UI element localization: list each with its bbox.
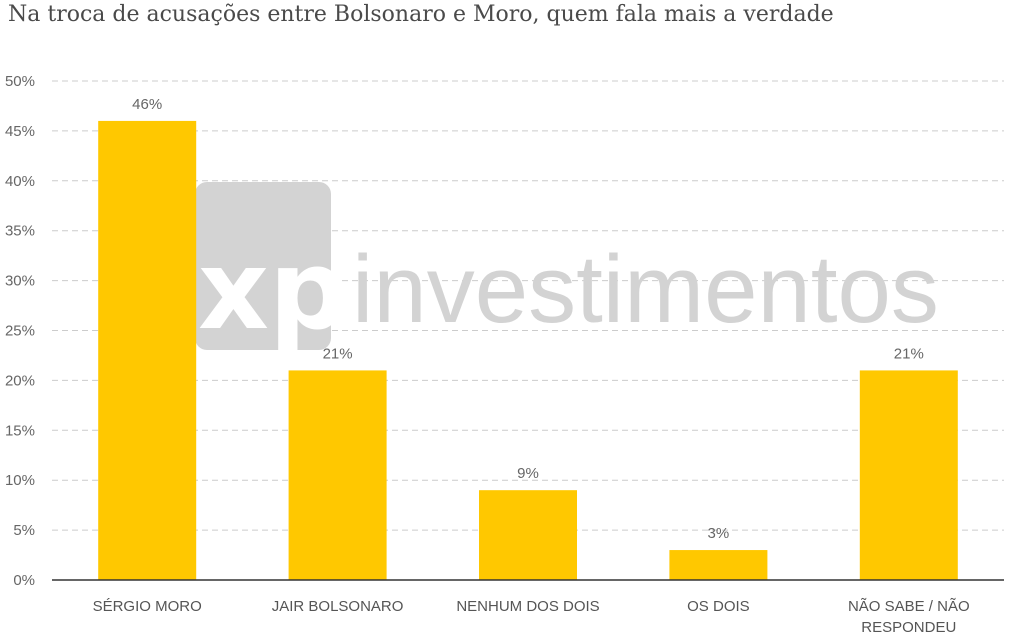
category-label: SÉRGIO MORO [93, 598, 202, 615]
y-tick-label: 35% [5, 223, 35, 240]
category-label: NENHUM DOS DOIS [456, 598, 599, 615]
y-tick-label: 30% [5, 273, 35, 290]
data-label: 21% [323, 345, 353, 362]
data-label: 46% [132, 96, 162, 113]
watermark-logo: xp investimentos [195, 182, 939, 354]
y-tick-label: 5% [13, 522, 35, 539]
category-label: JAIR BOLSONARO [272, 598, 404, 615]
y-tick-label: 10% [5, 472, 35, 489]
bar [98, 120, 197, 581]
y-tick-label: 40% [5, 173, 35, 190]
category-label: NÃO SABE / NÃO [848, 598, 970, 615]
watermark-logo-box [195, 182, 331, 350]
bar [288, 370, 387, 580]
watermark-mark: xp [198, 226, 348, 354]
y-tick-label: 15% [5, 422, 35, 439]
bar [859, 370, 958, 580]
y-tick-label: 50% [5, 73, 35, 90]
data-label: 21% [894, 345, 924, 362]
y-tick-label: 0% [13, 572, 35, 589]
data-label: 9% [517, 465, 539, 482]
y-tick-label: 45% [5, 123, 35, 140]
watermark-text: investimentos [352, 236, 939, 343]
category-label: RESPONDEU [861, 619, 956, 636]
category-label: OS DOIS [687, 598, 750, 615]
bar [479, 490, 577, 580]
data-label: 3% [708, 525, 730, 542]
y-tick-label: 20% [5, 372, 35, 389]
y-axis-ticks: 0% 5% 10% 15% 20% 25% 30% 35% 40% 45% 50% [5, 73, 35, 589]
bar [669, 550, 768, 580]
chart-title: Na troca de acusações entre Bolsonaro e … [8, 2, 834, 27]
data-labels: 46% 21% 9% 3% 21% [132, 96, 924, 542]
bars [98, 120, 958, 581]
category-labels: SÉRGIO MORO JAIR BOLSONARO NENHUM DOS DOIS… [93, 598, 970, 636]
y-tick-label: 25% [5, 323, 35, 340]
